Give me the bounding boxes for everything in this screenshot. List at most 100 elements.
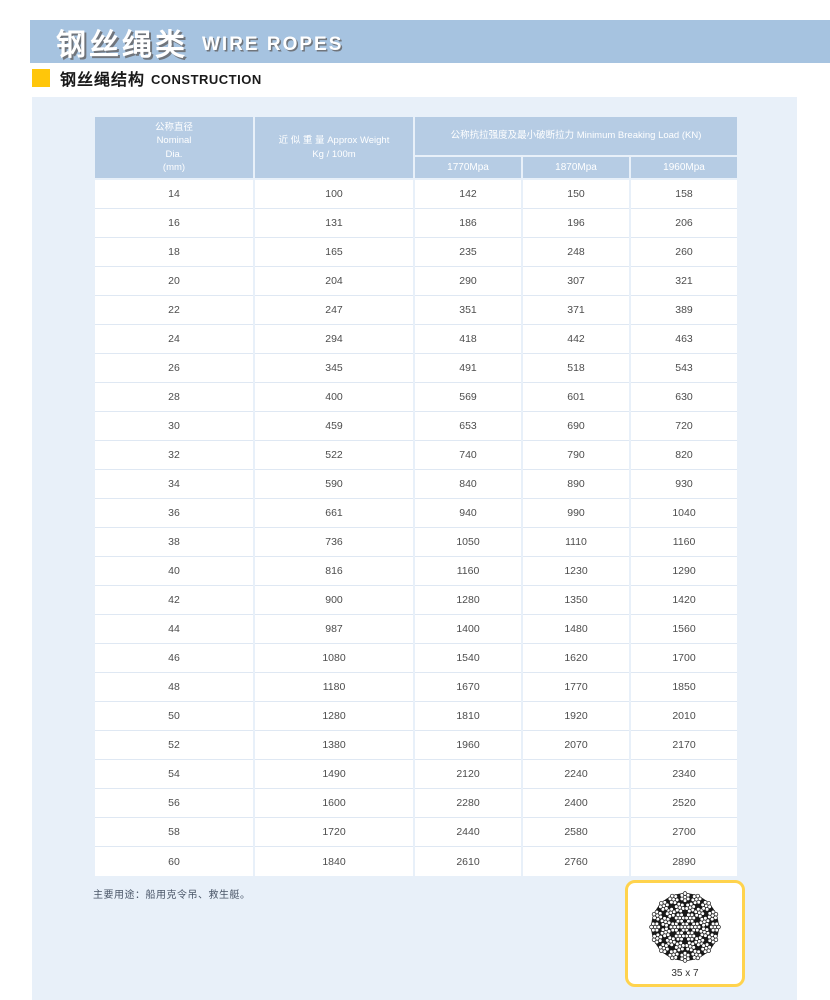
- table-cell: 52: [95, 731, 253, 760]
- table-cell: 1230: [523, 557, 629, 586]
- table-cell: 816: [255, 557, 413, 586]
- table-cell: 736: [255, 528, 413, 557]
- table-cell: 1490: [255, 760, 413, 789]
- table-cell: 60: [95, 847, 253, 876]
- table-cell: 1160: [415, 557, 521, 586]
- table-cell: 1380: [255, 731, 413, 760]
- table-cell: 601: [523, 383, 629, 412]
- table-cell: 28: [95, 383, 253, 412]
- rope-cross-section-diagram: [649, 891, 721, 963]
- table-cell: 150: [523, 180, 629, 209]
- table-cell: 940: [415, 499, 521, 528]
- section-header: 钢丝绳结构 CONSTRUCTION: [32, 66, 262, 90]
- table-cell: 158: [631, 180, 737, 209]
- column-header-line: (mm): [162, 161, 186, 173]
- table-cell: 186: [415, 209, 521, 238]
- table-cell: 18: [95, 238, 253, 267]
- table-cell: 38: [95, 528, 253, 557]
- table-cell: 987: [255, 615, 413, 644]
- column-header-line: 近 似 重 量 Approx Weight: [278, 135, 390, 147]
- table-cell: 491: [415, 354, 521, 383]
- table-cell: 590: [255, 470, 413, 499]
- table-cell: 50: [95, 702, 253, 731]
- table-row: 20 204 290 307 321: [95, 267, 737, 296]
- rope-cross-section-box: 35 x 7: [625, 880, 745, 987]
- content-panel: 公称直径 Nominal Dia. (mm) 近 似 重 量 Approx We…: [32, 97, 797, 1000]
- table-cell: 418: [415, 325, 521, 354]
- table-cell: 1400: [415, 615, 521, 644]
- section-title-chinese: 钢丝绳结构: [60, 72, 146, 89]
- table-cell: 247: [255, 296, 413, 325]
- table-cell: 2520: [631, 789, 737, 818]
- table-cell: 890: [523, 470, 629, 499]
- table-cell: 2580: [523, 818, 629, 847]
- table-row: 30 459 653 690 720: [95, 412, 737, 441]
- yellow-square-bullet-icon: [32, 69, 50, 87]
- table-cell: 1540: [415, 644, 521, 673]
- table-cell: 206: [631, 209, 737, 238]
- table-cell: 1160: [631, 528, 737, 557]
- section-title-english: CONSTRUCTION: [151, 71, 262, 87]
- table-cell: 36: [95, 499, 253, 528]
- table-cell: 661: [255, 499, 413, 528]
- table-cell: 100: [255, 180, 413, 209]
- table-header: 公称直径 Nominal Dia. (mm) 近 似 重 量 Approx We…: [95, 117, 737, 178]
- table-cell: 2170: [631, 731, 737, 760]
- table-cell: 307: [523, 267, 629, 296]
- table-cell: 248: [523, 238, 629, 267]
- table-cell: 1850: [631, 673, 737, 702]
- table-cell: 16: [95, 209, 253, 238]
- table-cell: 1700: [631, 644, 737, 673]
- page-header-band: 钢丝绳类 WIRE ROPES: [30, 20, 830, 63]
- table-cell: 990: [523, 499, 629, 528]
- table-cell: 569: [415, 383, 521, 412]
- table-cell: 1670: [415, 673, 521, 702]
- table-cell: 14: [95, 180, 253, 209]
- table-row: 32 522 740 790 820: [95, 441, 737, 470]
- table-row: 52 1380 1960 2070 2170: [95, 731, 737, 760]
- table-cell: 389: [631, 296, 737, 325]
- table-cell: 2890: [631, 847, 737, 876]
- table-row: 26 345 491 518 543: [95, 354, 737, 383]
- table-cell: 1350: [523, 586, 629, 615]
- spec-table: 公称直径 Nominal Dia. (mm) 近 似 重 量 Approx We…: [95, 117, 737, 876]
- table-cell: 32: [95, 441, 253, 470]
- table-cell: 1080: [255, 644, 413, 673]
- table-row: 38 736 1050 1110 1160: [95, 528, 737, 557]
- table-cell: 1600: [255, 789, 413, 818]
- table-cell: 44: [95, 615, 253, 644]
- table-cell: 34: [95, 470, 253, 499]
- table-row: 40 816 1160 1230 1290: [95, 557, 737, 586]
- table-cell: 690: [523, 412, 629, 441]
- table-cell: 1840: [255, 847, 413, 876]
- table-cell: 740: [415, 441, 521, 470]
- column-header-breaking-load-group: 公称抗拉强度及最小破断拉力 Minimum Breaking Load (KN)…: [415, 117, 737, 178]
- table-cell: 840: [415, 470, 521, 499]
- table-row: 18 165 235 248 260: [95, 238, 737, 267]
- table-cell: 235: [415, 238, 521, 267]
- table-cell: 790: [523, 441, 629, 470]
- rope-construction-label: 35 x 7: [671, 968, 699, 979]
- table-cell: 165: [255, 238, 413, 267]
- column-header-1870mpa: 1870Mpa: [523, 157, 629, 178]
- table-cell: 400: [255, 383, 413, 412]
- table-body: 14 100 142 150 158 16 131 186 196 206 18 165 235 248 2…: [95, 180, 737, 876]
- table-cell: 321: [631, 267, 737, 296]
- table-cell: 820: [631, 441, 737, 470]
- table-cell: 294: [255, 325, 413, 354]
- table-cell: 204: [255, 267, 413, 296]
- table-row: 60 1840 2610 2760 2890: [95, 847, 737, 876]
- table-cell: 1180: [255, 673, 413, 702]
- table-cell: 131: [255, 209, 413, 238]
- table-cell: 2010: [631, 702, 737, 731]
- table-cell: 42: [95, 586, 253, 615]
- table-cell: 58: [95, 818, 253, 847]
- table-row: 50 1280 1810 1920 2010: [95, 702, 737, 731]
- table-cell: 1960: [415, 731, 521, 760]
- table-row: 58 1720 2440 2580 2700: [95, 818, 737, 847]
- page-title-english: WIRE ROPES: [202, 33, 344, 55]
- table-cell: 48: [95, 673, 253, 702]
- table-row: 16 131 186 196 206: [95, 209, 737, 238]
- column-header-1960mpa: 1960Mpa: [631, 157, 737, 178]
- table-cell: 1810: [415, 702, 521, 731]
